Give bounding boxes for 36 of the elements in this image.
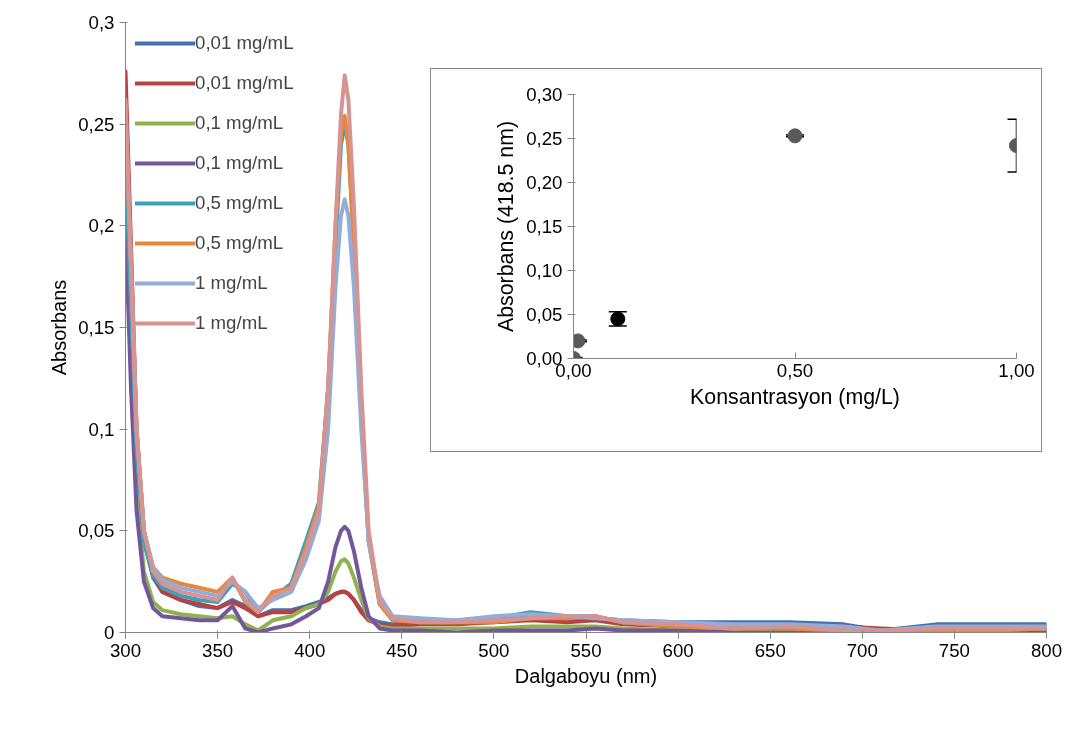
x-tick-label: 800 xyxy=(1030,639,1063,661)
x-tick-label: 650 xyxy=(754,639,786,661)
legend-label: 1 mg/mL xyxy=(195,272,268,294)
y-tick-label: 0,05 xyxy=(78,520,115,542)
legend-label: 0,1 mg/mL xyxy=(195,152,284,174)
y-axis-title: Absorbans xyxy=(48,279,71,376)
x-tick-label: 350 xyxy=(202,639,234,661)
legend-label: 0,01 mg/mL xyxy=(195,72,294,94)
y-tick-label: 0,3 xyxy=(88,12,115,33)
x-tick-label: 400 xyxy=(294,639,326,661)
legend-label: 0,1 mg/mL xyxy=(195,112,284,134)
x-tick-label: 500 xyxy=(478,639,510,661)
legend-label: 0,5 mg/mL xyxy=(195,232,284,254)
y-tick-label: 0,20 xyxy=(526,172,563,193)
y-tick-label: 0,1 xyxy=(88,418,115,440)
x-tick-label: 450 xyxy=(386,639,418,661)
x-tick-label: 700 xyxy=(846,639,878,661)
x-axis-title: Konsantrasyon (mg/L) xyxy=(690,384,900,409)
y-tick-label: 0,25 xyxy=(78,113,115,135)
x-tick-label: 1,00 xyxy=(998,359,1035,381)
legend-label: 0,01 mg/mL xyxy=(195,32,294,54)
legend-label: 0,5 mg/mL xyxy=(195,192,284,214)
x-tick-label: 550 xyxy=(570,639,602,661)
y-tick-label: 0,25 xyxy=(526,128,563,149)
y-tick-label: 0,2 xyxy=(88,215,115,237)
y-axis-title: Absorbans (418.5 nm) xyxy=(494,120,519,333)
y-tick-label: 0,10 xyxy=(526,260,563,281)
y-tick-label: 0,05 xyxy=(526,304,563,325)
x-tick-label: 600 xyxy=(662,639,694,661)
x-tick-label: 750 xyxy=(938,639,970,661)
y-tick-label: 0,30 xyxy=(526,84,563,105)
x-axis-title: Dalgaboyu (nm) xyxy=(514,664,658,687)
x-tick-label: 0,50 xyxy=(776,359,814,381)
legend-label: 1 mg/mL xyxy=(195,312,268,334)
y-tick-label: 0,15 xyxy=(78,317,115,338)
y-tick-label: 0,15 xyxy=(526,216,563,237)
